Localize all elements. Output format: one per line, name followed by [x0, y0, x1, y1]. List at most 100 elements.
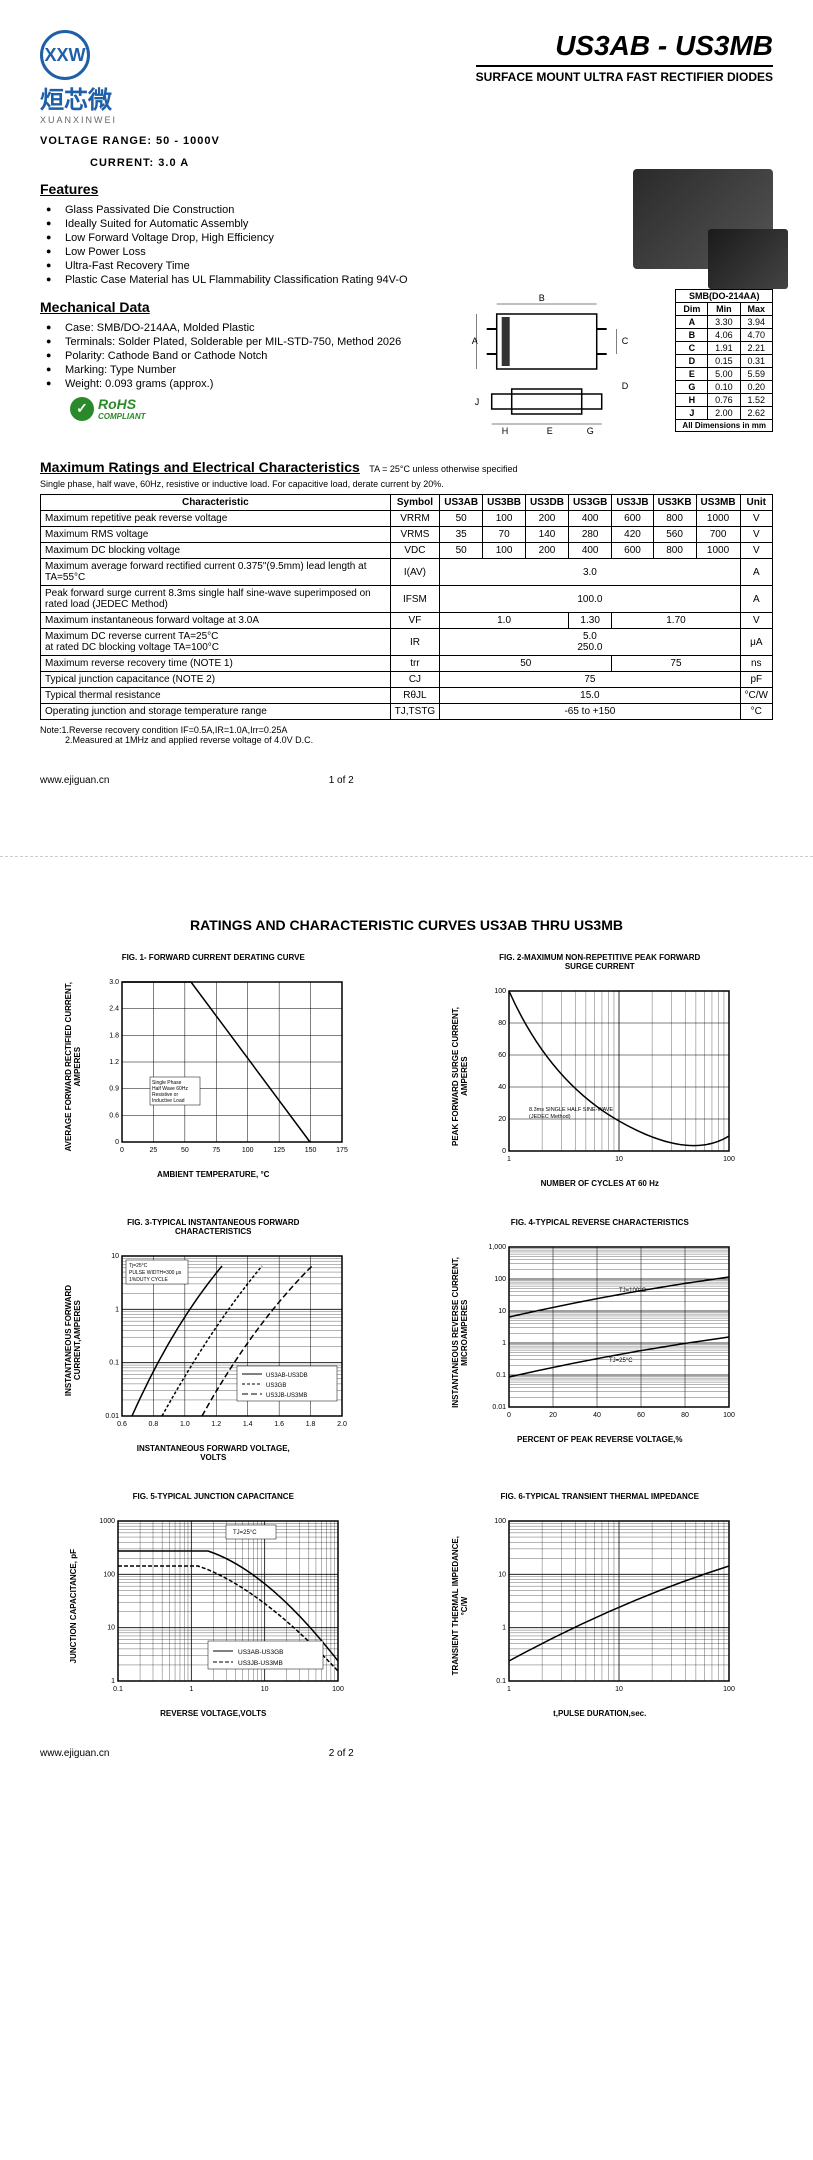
svg-text:100: 100	[494, 988, 506, 995]
svg-text:1.8: 1.8	[110, 1032, 120, 1039]
mechanical-item: Case: SMB/DO-214AA, Molded Plastic	[40, 321, 433, 335]
svg-text:1: 1	[507, 1686, 511, 1693]
footer-2: www.ejiguan.cn 2 of 2	[40, 1748, 773, 1759]
logo-area: XXW 烜芯微 XUANXINWEI	[40, 30, 117, 125]
footer-1: www.ejiguan.cn 1 of 2	[40, 775, 773, 786]
footer-url-2: www.ejiguan.cn	[40, 1748, 109, 1759]
svg-text:1.6: 1.6	[275, 1421, 285, 1428]
footer-page: 1 of 2	[329, 775, 354, 786]
svg-text:25: 25	[150, 1147, 158, 1154]
svg-text:1.8: 1.8	[306, 1421, 316, 1428]
svg-text:0.1: 0.1	[113, 1686, 123, 1693]
chart-2: FIG. 2-MAXIMUM NON-REPETITIVE PEAK FORWA…	[427, 953, 774, 1188]
svg-text:C: C	[622, 336, 629, 346]
dim-footer: All Dimensions in mm	[676, 420, 773, 432]
package-image	[633, 169, 773, 269]
svg-text:1%DUTY CYCLE: 1%DUTY CYCLE	[129, 1277, 168, 1283]
mechanical-item: Polarity: Cathode Band or Cathode Notch	[40, 349, 433, 363]
mechanical-item: Terminals: Solder Plated, Solderable per…	[40, 335, 433, 349]
mechanical-title: Mechanical Data	[40, 299, 433, 315]
svg-text:10: 10	[615, 1156, 623, 1163]
chart-1: FIG. 1- FORWARD CURRENT DERATING CURVEAV…	[40, 953, 387, 1188]
svg-text:US3AB-US3GB: US3AB-US3GB	[238, 1649, 284, 1656]
svg-text:150: 150	[305, 1147, 317, 1154]
svg-text:0.01: 0.01	[492, 1404, 506, 1411]
svg-text:40: 40	[593, 1412, 601, 1419]
subtitle: SURFACE MOUNT ULTRA FAST RECTIFIER DIODE…	[476, 65, 773, 84]
svg-text:1: 1	[507, 1156, 511, 1163]
svg-text:(JEDEC Method): (JEDEC Method)	[529, 1114, 571, 1120]
svg-text:0.1: 0.1	[496, 1678, 506, 1685]
svg-text:100: 100	[242, 1147, 254, 1154]
rohs-badge: RoHSCOMPLIANT	[70, 396, 146, 421]
ratings-condition: TA = 25°C unless otherwise specified	[369, 464, 517, 474]
svg-text:80: 80	[681, 1412, 689, 1419]
ratings-table: CharacteristicSymbolUS3ABUS3BBUS3DBUS3GB…	[40, 494, 773, 720]
svg-text:G: G	[587, 426, 594, 436]
svg-text:2.0: 2.0	[337, 1421, 347, 1428]
feature-item: Low Forward Voltage Drop, High Efficienc…	[40, 231, 433, 245]
svg-text:1: 1	[502, 1625, 506, 1632]
part-number: US3AB - US3MB	[476, 30, 773, 62]
mechanical-item: Weight: 0.093 grams (approx.)	[40, 377, 433, 391]
company-name: 烜芯微	[40, 80, 112, 115]
svg-text:10: 10	[107, 1625, 115, 1632]
svg-text:20: 20	[549, 1412, 557, 1419]
svg-text:60: 60	[637, 1412, 645, 1419]
title-area: US3AB - US3MB SURFACE MOUNT ULTRA FAST R…	[476, 30, 773, 84]
svg-text:100: 100	[494, 1276, 506, 1283]
svg-text:100: 100	[332, 1686, 344, 1693]
svg-text:US3GB: US3GB	[266, 1383, 286, 1389]
header: XXW 烜芯微 XUANXINWEI US3AB - US3MB SURFACE…	[40, 30, 773, 125]
svg-text:TJ=25°C: TJ=25°C	[233, 1530, 257, 1536]
svg-text:US3JB-US3MB: US3JB-US3MB	[266, 1393, 307, 1399]
feature-item: Low Power Loss	[40, 245, 433, 259]
dimension-table: SMB(DO-214AA) DimMinMax A3.303.94B4.064.…	[675, 289, 773, 432]
svg-text:100: 100	[723, 1412, 735, 1419]
chart-4: FIG. 4-TYPICAL REVERSE CHARACTERISTICSIN…	[427, 1218, 774, 1462]
svg-text:1: 1	[502, 1340, 506, 1347]
svg-text:100: 100	[723, 1686, 735, 1693]
svg-text:0.6: 0.6	[117, 1421, 127, 1428]
features-title: Features	[40, 181, 433, 197]
mechanical-list: Case: SMB/DO-214AA, Molded PlasticTermin…	[40, 321, 433, 391]
feature-item: Plastic Case Material has UL Flammabilit…	[40, 273, 433, 287]
svg-text:10: 10	[111, 1253, 119, 1260]
svg-text:8.3ms SINGLE HALF SINE-WAVE: 8.3ms SINGLE HALF SINE-WAVE	[529, 1107, 613, 1113]
features-list: Glass Passivated Die ConstructionIdeally…	[40, 203, 433, 287]
chart-5: FIG. 5-TYPICAL JUNCTION CAPACITANCEJUNCT…	[40, 1492, 387, 1718]
footer-page-2: 2 of 2	[329, 1748, 354, 1759]
page-2: RATINGS AND CHARACTERISTIC CURVES US3AB …	[0, 856, 813, 1789]
svg-text:125: 125	[274, 1147, 286, 1154]
footnotes: Note:1.Reverse recovery condition IF=0.5…	[40, 725, 773, 745]
svg-text:PULSE WIDTH=300 μs: PULSE WIDTH=300 μs	[129, 1270, 182, 1276]
ratings-title: Maximum Ratings and Electrical Character…	[40, 459, 360, 475]
feature-item: Ultra-Fast Recovery Time	[40, 259, 433, 273]
svg-text:10: 10	[615, 1686, 623, 1693]
page-1: XXW 烜芯微 XUANXINWEI US3AB - US3MB SURFACE…	[0, 0, 813, 816]
current-spec: CURRENT: 3.0 A	[90, 157, 773, 169]
svg-text:175: 175	[336, 1147, 348, 1154]
svg-text:40: 40	[498, 1084, 506, 1091]
svg-text:1.0: 1.0	[180, 1421, 190, 1428]
svg-text:0: 0	[502, 1148, 506, 1155]
svg-text:3.0: 3.0	[110, 979, 120, 986]
page2-title: RATINGS AND CHARACTERISTIC CURVES US3AB …	[40, 917, 773, 933]
svg-text:1.2: 1.2	[110, 1059, 120, 1066]
svg-text:100: 100	[723, 1156, 735, 1163]
svg-text:B: B	[539, 293, 545, 303]
svg-text:10: 10	[498, 1308, 506, 1315]
svg-text:50: 50	[181, 1147, 189, 1154]
svg-text:1.4: 1.4	[243, 1421, 253, 1428]
svg-text:0.01: 0.01	[106, 1413, 120, 1420]
svg-text:Tj=25°C: Tj=25°C	[129, 1263, 148, 1269]
svg-text:10: 10	[498, 1571, 506, 1578]
svg-text:75: 75	[213, 1147, 221, 1154]
svg-text:0: 0	[115, 1139, 119, 1146]
svg-text:1: 1	[111, 1678, 115, 1685]
svg-text:E: E	[547, 426, 553, 436]
top-content: Features Glass Passivated Die Constructi…	[40, 169, 773, 444]
mechanical-item: Marking: Type Number	[40, 363, 433, 377]
svg-text:H: H	[502, 426, 509, 436]
svg-text:1: 1	[189, 1686, 193, 1693]
